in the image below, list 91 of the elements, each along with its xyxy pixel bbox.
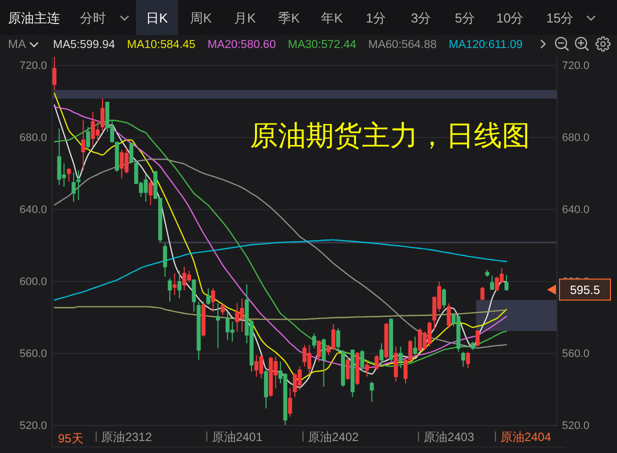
candlestick [442,288,446,309]
y-tick-label: 720.0 [19,60,47,72]
candlestick [360,350,364,372]
text: 周K [190,10,212,26]
x-tick-label: 原油2312 [101,430,152,444]
candlestick [389,318,394,362]
text: 季K [278,10,300,26]
candlestick [196,301,201,360]
candlestick [346,356,350,380]
y2-tick-label: 640.0 [562,204,590,216]
line-series [54,158,508,349]
candlestick [129,142,134,164]
candlestick [485,269,490,278]
candlestick [316,340,321,362]
candlestick [394,346,398,382]
text: 分时 [80,10,106,26]
candlestick [446,302,451,329]
candlestick [76,170,80,200]
candlestick [461,351,466,368]
y-tick-label: 560.0 [19,348,47,360]
candlestick [81,120,86,171]
text: 10分 [496,10,524,26]
legend-label: MA5:599.94 [53,39,116,52]
text: 日K [146,10,168,26]
text: 15分 [546,10,574,26]
candlestick [480,286,484,301]
text: MA120:611.09 [448,39,523,52]
candlestick [114,141,119,172]
candlestick [220,304,225,316]
candlestick [202,301,206,338]
candlestick [288,388,292,418]
text: 原油期货主力，日线图 [250,120,530,151]
candlestick [384,322,388,360]
y2-tick-label: 720.0 [562,60,590,72]
text: 月K [234,10,256,26]
y2-tick-label: 520.0 [562,420,590,432]
candlestick [192,280,196,312]
candlestick [466,351,470,369]
line-series [54,239,508,301]
candlestick [66,168,71,182]
y-tick-label: 640.0 [19,204,47,216]
candlestick [168,278,172,302]
text: 1分 [366,10,386,26]
text: MA30:572.44 [288,39,357,52]
text: MA20:580.60 [207,39,276,52]
text: MA60:564.88 [368,39,437,52]
candlestick [350,349,355,398]
candlestick [374,354,379,371]
x-tick-label: 原油2404 [500,430,552,444]
candlestick [322,338,326,388]
y-tick-label: 520.0 [19,420,47,432]
candlestick [148,178,153,206]
candlestick [355,351,360,386]
candlestick [163,242,168,278]
candlestick [470,341,475,351]
candlestick [216,302,220,349]
candlestick [264,370,268,409]
text: 年K [321,10,344,26]
y-tick-label: 680.0 [19,132,47,144]
chart-subtitle: 原油主连 [8,10,60,26]
candlestick [172,272,177,296]
candlestick [86,126,90,149]
candlestick [413,336,418,356]
candlestick [177,270,182,299]
text: 595.5 [570,282,600,297]
line-series [54,306,508,320]
candlestick [398,346,403,369]
candlestick [490,275,494,290]
candlestick [504,274,508,292]
candlestick [340,350,345,388]
candlestick [336,328,340,351]
y2-tick-label: 680.0 [562,132,590,144]
text: 3分 [410,10,432,26]
x-tick-label: 原油2402 [308,430,360,444]
x-tick-label: 原油2403 [423,430,474,444]
text: 5分 [454,10,476,26]
text: 95天 [58,432,84,446]
candlestick [72,172,76,202]
candlestick [206,288,210,306]
y-tick-label: 600.0 [19,276,47,288]
candlestick [100,98,104,132]
text: MA [8,37,26,52]
candlestick [370,381,374,402]
candlestick [312,332,316,349]
candlestick [476,330,480,348]
y2-tick-label: 560.0 [562,348,590,360]
text: MA10:584.45 [127,39,196,52]
x-tick-label: 原油2401 [212,430,263,444]
candlestick [379,342,384,364]
candlestick [211,288,216,312]
candlestick [365,361,370,378]
